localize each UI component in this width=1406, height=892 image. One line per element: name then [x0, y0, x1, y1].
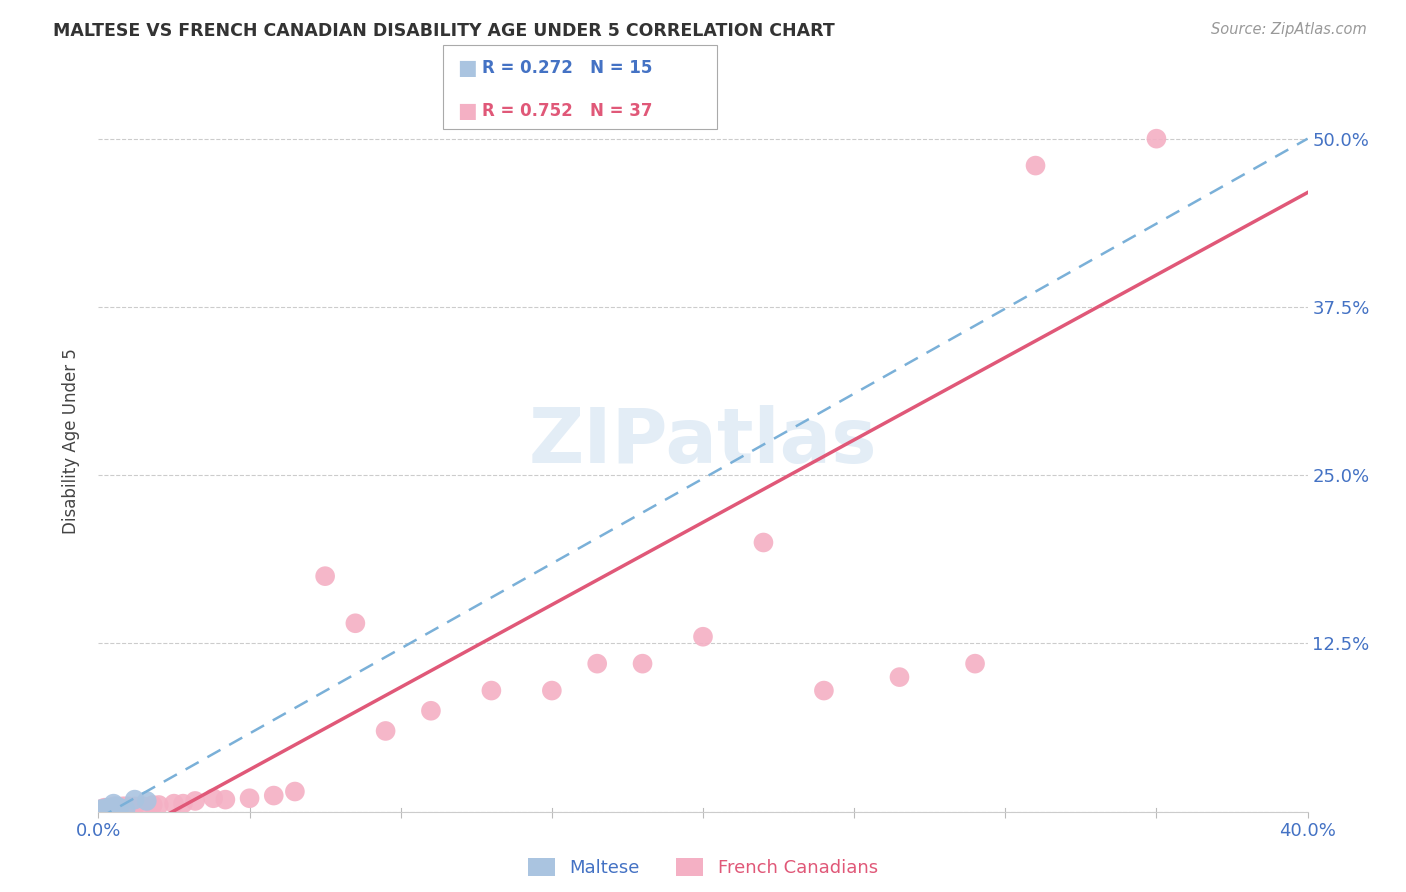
Point — [100, 803, 122, 817]
Point — [114, 799, 136, 814]
Point — [124, 799, 146, 814]
Point — [105, 799, 128, 814]
Point — [284, 784, 307, 798]
Point — [93, 800, 115, 814]
Point — [118, 799, 141, 814]
Point — [108, 800, 131, 814]
Point — [1024, 159, 1046, 173]
Point — [90, 802, 112, 816]
Point — [96, 803, 118, 817]
Point — [586, 657, 609, 671]
Point — [124, 792, 146, 806]
Point — [1144, 131, 1167, 145]
Point — [184, 794, 207, 808]
Point — [132, 799, 155, 814]
Point — [90, 802, 112, 816]
Point — [314, 569, 336, 583]
Point — [752, 535, 775, 549]
Point — [420, 704, 443, 718]
Point — [692, 630, 714, 644]
Point — [114, 802, 136, 816]
Point — [108, 800, 131, 814]
Point — [93, 802, 115, 816]
Point — [374, 723, 396, 738]
Point — [889, 670, 911, 684]
Text: Source: ZipAtlas.com: Source: ZipAtlas.com — [1211, 22, 1367, 37]
Point — [96, 802, 118, 816]
Point — [111, 799, 134, 814]
Point — [344, 616, 367, 631]
Text: R = 0.752   N = 37: R = 0.752 N = 37 — [482, 102, 652, 120]
Text: R = 0.272   N = 15: R = 0.272 N = 15 — [482, 60, 652, 78]
Point — [148, 797, 170, 812]
Point — [965, 657, 987, 671]
Point — [96, 800, 118, 814]
Point — [263, 789, 285, 803]
Point — [103, 797, 125, 811]
Point — [540, 683, 562, 698]
Point — [202, 791, 225, 805]
Point — [135, 794, 157, 808]
Point — [481, 683, 503, 698]
Point — [105, 799, 128, 814]
Point — [100, 802, 122, 816]
Text: MALTESE VS FRENCH CANADIAN DISABILITY AGE UNDER 5 CORRELATION CHART: MALTESE VS FRENCH CANADIAN DISABILITY AG… — [53, 22, 835, 40]
Text: ■: ■ — [457, 101, 477, 120]
Text: ZIPatlas: ZIPatlas — [529, 405, 877, 478]
Point — [100, 800, 122, 814]
Point — [93, 803, 115, 817]
Point — [172, 797, 194, 811]
Point — [214, 792, 236, 806]
Point — [813, 683, 835, 698]
Legend: Maltese, French Canadians: Maltese, French Canadians — [522, 850, 884, 884]
Point — [90, 803, 112, 817]
Text: ■: ■ — [457, 58, 477, 78]
Point — [142, 797, 165, 812]
Point — [631, 657, 654, 671]
Point — [103, 799, 125, 814]
Point — [239, 791, 262, 805]
Point — [96, 800, 118, 814]
Y-axis label: Disability Age Under 5: Disability Age Under 5 — [62, 349, 80, 534]
Point — [163, 797, 186, 811]
